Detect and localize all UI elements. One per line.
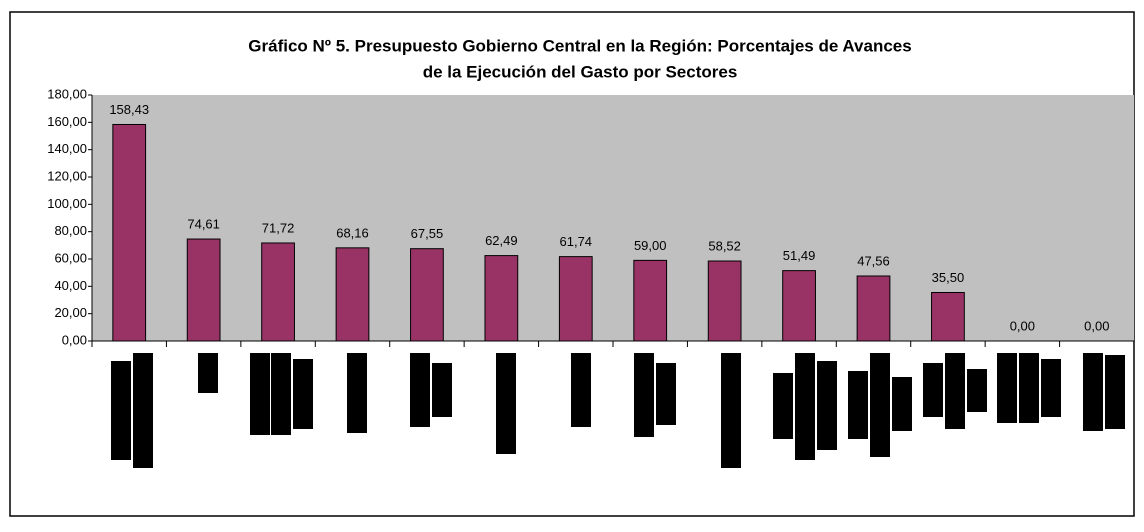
- bar: [484, 255, 519, 342]
- plot-area: [92, 95, 1134, 341]
- y-tick-label: 20,00: [54, 305, 87, 320]
- value-label: 0,00: [1084, 318, 1109, 333]
- value-label: 61,74: [560, 234, 593, 249]
- value-label: 51,49: [783, 248, 816, 263]
- bar: [558, 256, 593, 342]
- value-label: 35,50: [932, 270, 965, 285]
- bar: [782, 270, 816, 342]
- value-label: 71,72: [262, 220, 295, 235]
- redacted-labels: [111, 353, 1125, 468]
- bar: [112, 123, 147, 342]
- value-label: 74,61: [187, 216, 220, 231]
- value-label: 0,00: [1010, 318, 1035, 333]
- y-tick-label: 120,00: [47, 168, 87, 183]
- y-tick-label: 80,00: [54, 223, 87, 238]
- y-tick-label: 40,00: [54, 278, 87, 293]
- bar: [856, 275, 891, 342]
- y-tick-label: 100,00: [47, 196, 87, 211]
- y-tick-label: 0,00: [62, 332, 87, 347]
- value-label: 68,16: [336, 225, 369, 240]
- chart-subtitle: de la Ejecución del Gasto por Sectores: [423, 62, 738, 81]
- bar: [707, 260, 742, 342]
- value-label: 59,00: [634, 238, 667, 253]
- bar: [931, 291, 965, 342]
- value-label: 62,49: [485, 233, 518, 248]
- y-tick-label: 60,00: [54, 250, 87, 265]
- value-label: 67,55: [411, 226, 444, 241]
- value-label: 58,52: [708, 238, 741, 253]
- y-tick-label: 140,00: [47, 141, 87, 156]
- value-label: 47,56: [857, 253, 890, 268]
- value-label: 158,43: [109, 102, 149, 117]
- chart-title: Gráfico Nº 5. Presupuesto Gobierno Centr…: [248, 36, 911, 55]
- bar: [335, 247, 370, 342]
- bar: [633, 259, 668, 342]
- bar: [186, 238, 221, 342]
- y-tick-label: 160,00: [47, 114, 87, 129]
- bar: [261, 242, 295, 342]
- y-tick-label: 180,00: [47, 86, 87, 101]
- bar: [410, 248, 444, 342]
